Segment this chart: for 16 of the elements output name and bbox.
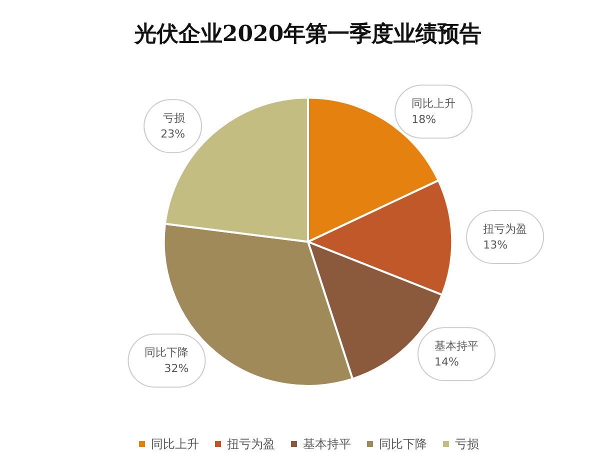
- data-label: 13%: [483, 238, 508, 252]
- slice-label: 基本持平: [434, 340, 479, 353]
- data-label: 18%: [412, 113, 436, 126]
- legend-label: 同比上升: [151, 437, 199, 451]
- slice-label: 同比上升: [412, 97, 456, 110]
- slice-label: 扭亏为盈: [483, 222, 528, 236]
- data-label: 32%: [164, 362, 189, 376]
- data-label: 23%: [160, 128, 186, 141]
- slice-label: 同比下降: [144, 346, 189, 360]
- legend-label: 基本持平: [303, 437, 351, 451]
- chart-title: 光伏企业2020年第一季度业绩预告: [133, 21, 482, 47]
- legend-label: 亏损: [455, 437, 479, 451]
- slice-label: 亏损: [163, 112, 186, 125]
- legend-label: 同比下降: [379, 437, 427, 451]
- data-label: 14%: [434, 356, 459, 369]
- legend-label: 扭亏为盈: [227, 437, 275, 451]
